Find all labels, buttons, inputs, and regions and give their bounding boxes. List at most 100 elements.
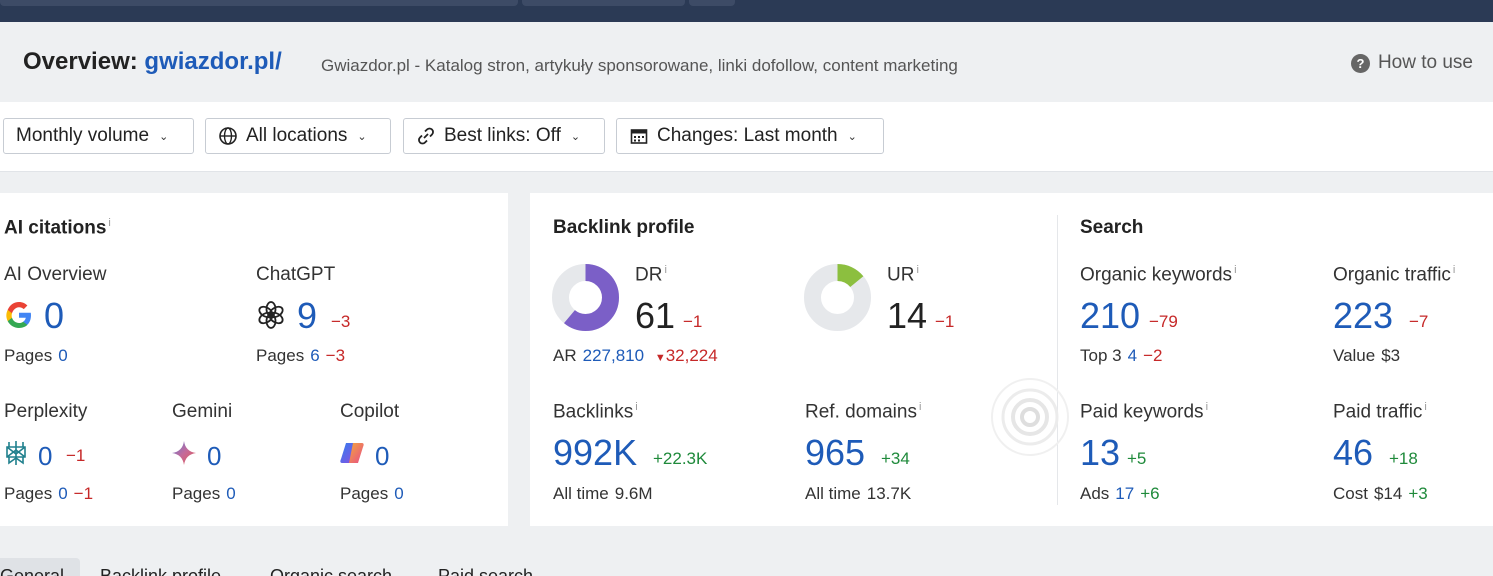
page-header: Overview: gwiazdor.pl/ Gwiazdor.pl - Kat…: [0, 22, 1493, 102]
ai-citations-title-text: AI citations: [4, 217, 107, 239]
pages-value[interactable]: 0: [58, 346, 68, 365]
gemini-value[interactable]: 0: [207, 441, 222, 471]
dr-label-text: DR: [635, 264, 663, 286]
chatgpt-value[interactable]: 9: [297, 295, 318, 336]
top-nav-tab[interactable]: [522, 0, 685, 6]
tab-general[interactable]: General: [0, 558, 81, 576]
globe-icon: [219, 127, 237, 145]
how-to-use-link[interactable]: ? How to use: [1350, 52, 1473, 74]
link-icon: [418, 127, 434, 145]
info-icon[interactable]: i: [108, 217, 111, 229]
backlinks-value[interactable]: 992K: [553, 432, 638, 473]
paid-keywords-value[interactable]: 13: [1080, 432, 1121, 473]
info-icon[interactable]: i: [1205, 401, 1209, 413]
ai-citations-title: AI citations i: [4, 217, 111, 239]
cost-change: +3: [1408, 484, 1428, 503]
perplexity-value[interactable]: 0: [38, 441, 53, 471]
changes-dropdown[interactable]: Changes: Last month ⌄: [616, 118, 884, 154]
ur-label-text: UR: [887, 264, 915, 286]
chatgpt-pages: Pages 6 −3: [256, 346, 345, 366]
paid-traffic-value[interactable]: 46: [1333, 432, 1374, 473]
help-icon: ?: [1350, 53, 1370, 73]
backlink-profile-title: Backlink profile: [553, 217, 695, 238]
top3-row: Top 3 4 −2: [1080, 346, 1162, 366]
pages-label: Pages: [172, 484, 221, 503]
pages-label: Pages: [4, 484, 53, 503]
chevron-down-icon: ⌄: [357, 130, 367, 143]
section-divider: [1057, 215, 1058, 505]
backlinks-label: Backlinks i: [553, 401, 638, 423]
chevron-down-icon: ⌄: [159, 130, 169, 143]
pages-value[interactable]: 0: [226, 484, 236, 503]
cost-value: $14: [1373, 484, 1403, 503]
info-icon[interactable]: i: [635, 401, 638, 413]
chatgpt-change: −3: [331, 312, 351, 331]
organic-traffic-value[interactable]: 223: [1333, 295, 1394, 336]
paid-keywords-label: Paid keywords i: [1080, 401, 1208, 423]
all-time-value: 13.7K: [866, 484, 912, 503]
ref-domains-value[interactable]: 965: [805, 432, 866, 473]
organic-keywords-value[interactable]: 210: [1080, 295, 1141, 336]
volume-dropdown[interactable]: Monthly volume ⌄: [3, 118, 194, 154]
ref-domains-all-time: All time 13.7K: [805, 484, 911, 504]
copilot-icon: [340, 443, 364, 463]
ads-row: Ads 17 +6: [1080, 484, 1160, 504]
ai-overview-value[interactable]: 0: [44, 295, 65, 336]
top3-value[interactable]: 4: [1127, 346, 1138, 365]
tab-organic-search[interactable]: Organic search: [270, 566, 393, 576]
top-nav-tab[interactable]: [689, 0, 735, 6]
ads-value[interactable]: 17: [1115, 484, 1135, 503]
ar-row: AR 227,810 ▼32,224: [553, 346, 718, 366]
chevron-down-icon: ⌄: [847, 130, 857, 143]
ur-gauge: [804, 264, 871, 331]
ur-change: −1: [935, 312, 955, 331]
paid-keywords-label-text: Paid keywords: [1080, 401, 1204, 423]
filter-bar: Monthly volume ⌄ All locations ⌄ Best li…: [0, 102, 1493, 172]
dr-gauge: [552, 264, 619, 331]
pages-value[interactable]: 0: [394, 484, 404, 503]
traffic-value-amount: $3: [1381, 346, 1401, 365]
gemini-pages: Pages 0: [172, 484, 236, 504]
tab-paid-search[interactable]: Paid search: [438, 566, 534, 576]
ar-change-value: 32,224: [665, 346, 718, 365]
ur-label: UR i: [887, 264, 919, 286]
top3-change: −2: [1143, 346, 1163, 365]
top-nav-tab[interactable]: [0, 0, 518, 6]
best-links-dropdown-label: Best links: Off: [444, 125, 561, 146]
copilot-pages: Pages 0: [340, 484, 404, 504]
cost-label: Cost: [1333, 484, 1368, 503]
page-title: Overview: gwiazdor.pl/: [23, 48, 282, 76]
best-links-dropdown[interactable]: Best links: Off ⌄: [403, 118, 605, 154]
perplexity-label: Perplexity: [4, 401, 88, 422]
pages-value[interactable]: 0: [58, 484, 68, 503]
top3-label: Top 3: [1080, 346, 1122, 365]
triangle-down-icon: ▼: [654, 352, 666, 364]
backlinks-change: +22.3K: [653, 449, 708, 468]
all-time-label: All time: [553, 484, 609, 503]
pages-value[interactable]: 6: [310, 346, 320, 365]
volume-dropdown-label: Monthly volume: [16, 125, 150, 146]
ur-value: 14: [887, 295, 928, 336]
gemini-label: Gemini: [172, 401, 233, 422]
how-to-use-label: How to use: [1377, 52, 1473, 73]
info-icon[interactable]: i: [1234, 264, 1237, 276]
info-icon[interactable]: i: [918, 401, 922, 413]
tab-backlink-profile[interactable]: Backlink profile: [100, 566, 222, 576]
organic-traffic-label: Organic traffic i: [1333, 264, 1455, 286]
traffic-value-label: Value: [1333, 346, 1376, 365]
dr-label: DR i: [635, 264, 667, 286]
section-tabs: General Backlink profile Organic search …: [0, 558, 1493, 576]
info-icon[interactable]: i: [1424, 401, 1427, 413]
organic-traffic-label-text: Organic traffic: [1333, 264, 1451, 286]
paid-traffic-label: Paid traffic i: [1333, 401, 1427, 423]
ref-domains-label: Ref. domains i: [805, 401, 921, 423]
traffic-value-row: Value $3: [1333, 346, 1400, 366]
target-domain-link[interactable]: gwiazdor.pl/: [144, 48, 282, 75]
copilot-value[interactable]: 0: [375, 441, 390, 471]
info-icon[interactable]: i: [1452, 264, 1456, 276]
locations-dropdown[interactable]: All locations ⌄: [205, 118, 391, 154]
perplexity-icon: [6, 441, 26, 465]
info-icon[interactable]: i: [916, 264, 919, 276]
info-icon[interactable]: i: [664, 264, 667, 276]
ar-label: AR: [553, 346, 577, 365]
